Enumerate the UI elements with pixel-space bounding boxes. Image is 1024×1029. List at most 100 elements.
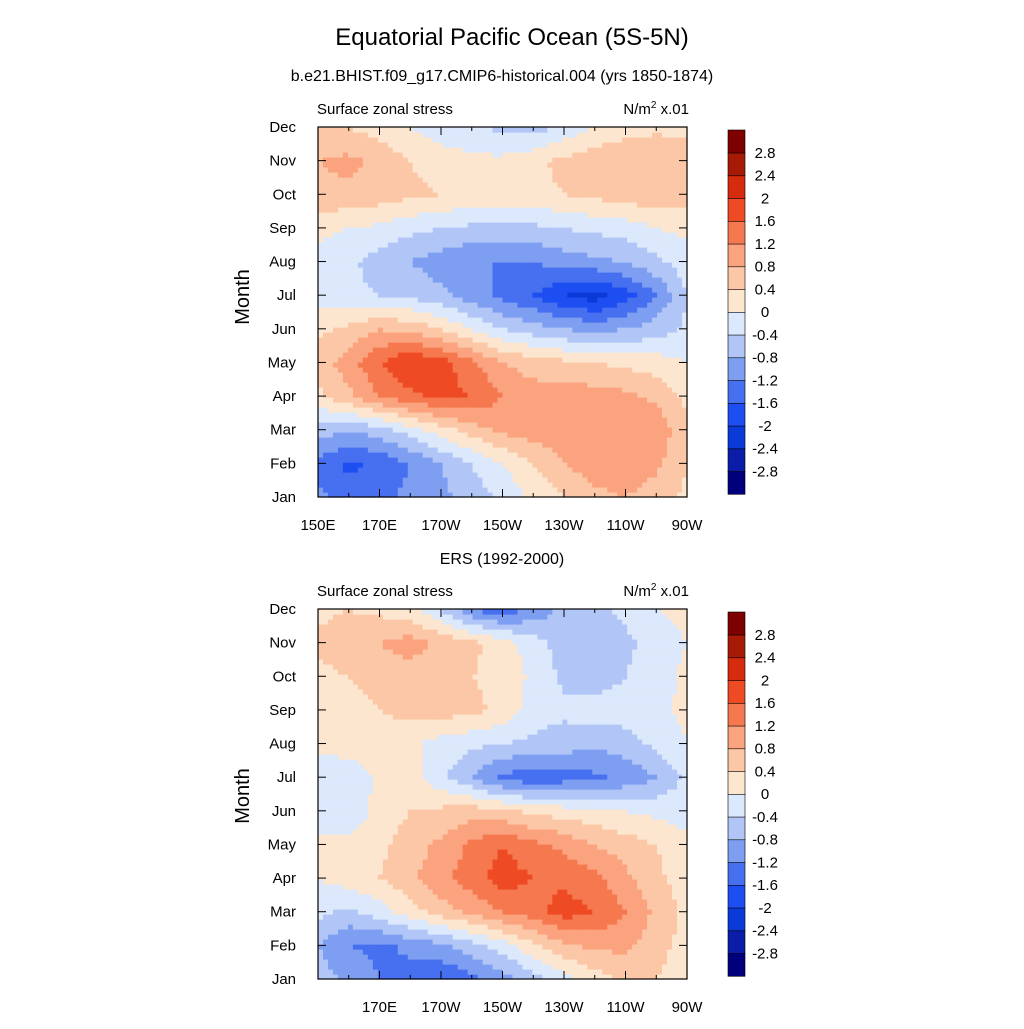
field-cell (402, 252, 409, 258)
field-cell (372, 357, 379, 363)
field-cell (597, 372, 603, 378)
field-cell (572, 387, 578, 393)
field-cell (322, 307, 329, 313)
field-cell (632, 212, 638, 218)
field-cell (452, 487, 459, 493)
field-cell (542, 367, 548, 373)
field-cell (557, 162, 563, 168)
field-cell (432, 272, 439, 278)
field-cell (607, 232, 613, 238)
field-cell (597, 227, 603, 233)
field-cell (672, 467, 678, 473)
field-cell (582, 167, 588, 173)
field-cell (612, 297, 618, 303)
field-cell (622, 242, 628, 248)
field-cell (397, 302, 404, 308)
field-cell (682, 222, 688, 228)
field-cell (417, 427, 424, 433)
field-cell (477, 422, 484, 428)
field-cell (637, 327, 643, 333)
field-cell (532, 442, 539, 448)
field-cell (647, 457, 653, 463)
field-cell (677, 402, 683, 408)
field-cell (357, 337, 364, 343)
field-cell (402, 342, 409, 348)
field-cell (582, 477, 588, 483)
field-cell (597, 422, 603, 428)
field-cell (497, 257, 504, 263)
field-cell (507, 362, 514, 368)
field-cell (332, 197, 339, 203)
field-cell (342, 202, 349, 208)
field-cell (667, 387, 673, 393)
field-cell (657, 217, 663, 223)
field-cell (577, 177, 583, 183)
field-cell (602, 232, 608, 238)
field-cell (592, 162, 598, 168)
field-cell (512, 217, 519, 223)
field-cell (452, 197, 459, 203)
field-cell (462, 172, 469, 178)
field-cell (372, 182, 379, 188)
field-cell (517, 392, 524, 398)
field-cell (632, 307, 638, 313)
field-cell (377, 382, 384, 388)
field-cell (472, 157, 479, 163)
field-cell (452, 207, 459, 213)
field-cell (577, 197, 583, 203)
field-cell (482, 322, 489, 328)
field-cell (318, 492, 324, 498)
field-cell (557, 302, 563, 308)
field-cell (617, 272, 623, 278)
field-cell (322, 287, 329, 293)
field-cell (487, 467, 494, 473)
field-cell (337, 267, 344, 273)
field-cell (547, 462, 553, 468)
field-cell (587, 302, 593, 308)
field-cell (417, 177, 424, 183)
field-cell (447, 172, 454, 178)
field-cell (572, 432, 578, 438)
field-cell (397, 407, 404, 413)
field-cell (522, 252, 529, 258)
field-cell (427, 342, 434, 348)
field-cell (412, 262, 419, 268)
field-cell (532, 382, 539, 388)
field-cell (352, 482, 359, 488)
field-cell (637, 267, 643, 273)
field-cell (672, 347, 678, 353)
field-cell (632, 442, 638, 448)
field-cell (662, 202, 668, 208)
field-cell (492, 402, 499, 408)
field-cell (377, 332, 384, 338)
field-cell (602, 237, 608, 243)
field-cell (547, 392, 553, 398)
field-cell (682, 337, 688, 343)
field-cell (587, 187, 593, 193)
field-cell (367, 302, 374, 308)
field-cell (532, 197, 539, 203)
field-cell (532, 402, 539, 408)
field-cell (667, 222, 673, 228)
field-cell (542, 462, 548, 468)
field-cell (572, 482, 578, 488)
field-cell (402, 277, 409, 283)
field-cell (597, 327, 603, 333)
field-cell (487, 207, 494, 213)
field-cell (457, 457, 464, 463)
field-cell (357, 177, 364, 183)
field-cell (362, 197, 369, 203)
field-cell (527, 222, 534, 228)
field-cell (392, 447, 399, 453)
field-cell (487, 482, 494, 488)
field-cell (652, 367, 658, 373)
field-cell (557, 492, 563, 498)
field-cell (447, 207, 454, 213)
field-cell (662, 272, 668, 278)
field-cell (542, 162, 548, 168)
field-cell (372, 207, 379, 213)
field-cell (487, 172, 494, 178)
field-cell (522, 477, 529, 483)
field-cell (472, 472, 479, 478)
field-cell (462, 282, 469, 288)
